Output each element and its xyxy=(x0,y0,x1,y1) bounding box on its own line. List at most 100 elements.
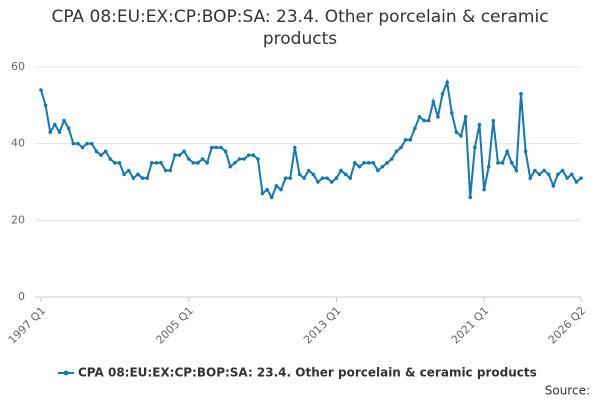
data-point xyxy=(366,161,371,165)
data-point xyxy=(380,164,385,169)
data-point xyxy=(445,80,449,85)
x-tick-label: 2013 Q1 xyxy=(301,304,344,347)
source: Source: xyxy=(545,384,590,398)
data-point xyxy=(579,176,583,180)
data-point xyxy=(80,145,85,150)
data-point xyxy=(556,172,560,177)
data-point xyxy=(89,141,94,146)
data-point xyxy=(145,176,149,180)
data-point xyxy=(242,157,246,161)
chart-title: CPA 08:EU:EX:CP:BOP:SA: 23.4. Other porc… xyxy=(51,7,549,49)
data-point xyxy=(168,168,173,173)
data-point xyxy=(329,180,334,184)
data-point xyxy=(519,92,523,96)
x-tick-label: 2005 Q1 xyxy=(153,304,196,347)
data-point xyxy=(449,111,454,115)
data-point xyxy=(574,180,579,184)
data-point xyxy=(413,126,417,131)
y-tick-label: 60 xyxy=(11,60,25,73)
data-point xyxy=(117,161,122,165)
data-point xyxy=(209,145,214,150)
data-point xyxy=(62,118,66,123)
data-point xyxy=(177,153,182,157)
data-point xyxy=(246,153,251,157)
data-point xyxy=(274,184,279,188)
data-point xyxy=(569,172,574,177)
data-point xyxy=(473,145,477,150)
data-point xyxy=(311,172,316,177)
x-tick-label: 2021 Q1 xyxy=(449,304,492,347)
data-point xyxy=(223,149,228,154)
data-point xyxy=(523,149,528,154)
data-point xyxy=(306,168,311,173)
data-point xyxy=(182,149,186,154)
data-point xyxy=(233,161,237,165)
data-point xyxy=(334,176,339,180)
legend-marker xyxy=(63,370,69,376)
data-point xyxy=(279,187,283,192)
data-point xyxy=(48,130,53,134)
data-point xyxy=(371,161,376,165)
data-point xyxy=(431,99,436,104)
data-point xyxy=(126,168,131,173)
data-point xyxy=(565,176,569,180)
data-point xyxy=(491,118,496,123)
data-point xyxy=(348,176,353,180)
data-point xyxy=(537,172,542,177)
data-point xyxy=(385,161,389,165)
data-point xyxy=(403,138,408,142)
data-point xyxy=(394,149,399,154)
data-point xyxy=(131,176,136,180)
data-point xyxy=(53,122,57,127)
data-point xyxy=(260,191,265,196)
data-point xyxy=(200,157,205,161)
data-point xyxy=(297,172,302,177)
data-point xyxy=(113,161,117,165)
data-point xyxy=(459,134,463,138)
series-line xyxy=(40,78,582,200)
data-point xyxy=(436,115,440,119)
data-point xyxy=(417,115,422,119)
data-point xyxy=(173,153,177,157)
data-point xyxy=(496,161,500,165)
data-point xyxy=(528,176,533,180)
data-point xyxy=(186,157,191,161)
legend-label: CPA 08:EU:EX:CP:BOP:SA: 23.4. Other porc… xyxy=(78,366,537,380)
data-point xyxy=(440,92,445,96)
data-point xyxy=(196,161,200,165)
data-point xyxy=(302,176,306,180)
data-point xyxy=(325,176,329,180)
data-point xyxy=(237,157,242,161)
x-tick-label: 1997 Q1 xyxy=(6,304,49,347)
data-point xyxy=(205,161,209,165)
data-point xyxy=(293,145,297,150)
data-point xyxy=(99,153,103,157)
data-point xyxy=(76,141,80,146)
data-point xyxy=(122,172,126,177)
data-point xyxy=(283,176,288,180)
y-tick-label: 0 xyxy=(18,290,25,303)
data-point xyxy=(362,161,366,165)
data-point xyxy=(399,145,403,150)
data-point xyxy=(514,168,519,173)
data-point xyxy=(320,176,325,180)
data-point xyxy=(163,168,168,173)
data-point xyxy=(546,172,551,177)
data-point xyxy=(66,126,71,131)
data-point xyxy=(343,172,348,177)
data-point xyxy=(214,145,219,150)
y-tick-label: 40 xyxy=(11,137,25,150)
data-point xyxy=(251,153,256,157)
data-point xyxy=(376,168,380,173)
data-point xyxy=(154,161,159,165)
data-point xyxy=(219,145,223,150)
data-point xyxy=(159,161,163,165)
data-point xyxy=(422,118,426,123)
data-point xyxy=(357,164,362,169)
data-point xyxy=(389,157,394,161)
data-point xyxy=(505,149,509,154)
x-tick-label: 2026 Q2 xyxy=(546,304,589,347)
data-point xyxy=(269,195,274,200)
